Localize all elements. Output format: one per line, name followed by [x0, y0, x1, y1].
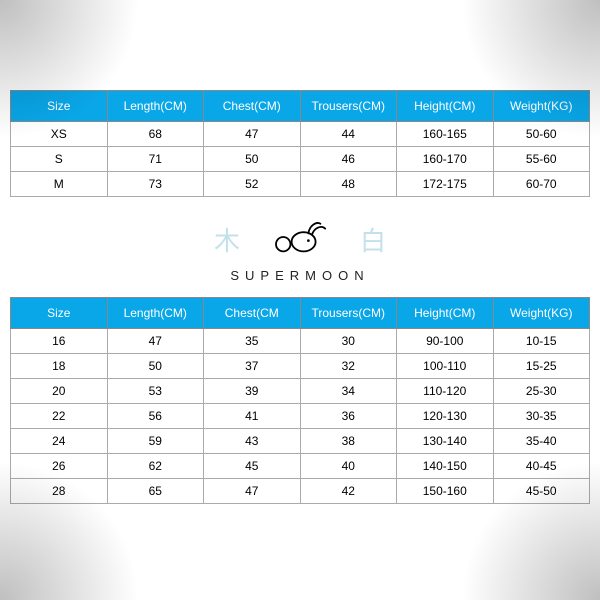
- table-cell: 35-40: [493, 429, 590, 454]
- table-cell: 16: [11, 329, 108, 354]
- cjk-right-char: 白: [360, 221, 386, 258]
- table-cell: 50-60: [493, 122, 590, 147]
- table-cell: 60-70: [493, 172, 590, 197]
- table-cell: 22: [11, 404, 108, 429]
- table-cell: 30-35: [493, 404, 590, 429]
- table-cell: 41: [204, 404, 301, 429]
- bunny-icon: [270, 219, 330, 260]
- table-cell: 48: [300, 172, 397, 197]
- table-cell: 53: [107, 379, 204, 404]
- table-cell: 35: [204, 329, 301, 354]
- adult-size-table: Size Length(CM) Chest(CM) Trousers(CM) H…: [10, 90, 590, 197]
- table-row: 22564136120-13030-35: [11, 404, 590, 429]
- table-cell: 30: [300, 329, 397, 354]
- table-cell: 68: [107, 122, 204, 147]
- table-cell: 32: [300, 354, 397, 379]
- table-cell: 38: [300, 429, 397, 454]
- col-weight: Weight(KG): [493, 298, 590, 329]
- col-trousers: Trousers(CM): [300, 91, 397, 122]
- table-row: 18503732100-11015-25: [11, 354, 590, 379]
- table-cell: 43: [204, 429, 301, 454]
- table-cell: 10-15: [493, 329, 590, 354]
- table-cell: 15-25: [493, 354, 590, 379]
- table-row: 26624540140-15040-45: [11, 454, 590, 479]
- table-cell: 62: [107, 454, 204, 479]
- table-cell: 45: [204, 454, 301, 479]
- table-row: S715046160-17055-60: [11, 147, 590, 172]
- table-cell: 42: [300, 479, 397, 504]
- table-cell: 50: [107, 354, 204, 379]
- table-cell: 47: [107, 329, 204, 354]
- table-cell: 71: [107, 147, 204, 172]
- table-cell: 18: [11, 354, 108, 379]
- logo-row: 木 白: [10, 219, 590, 260]
- col-chest: Chest(CM: [204, 298, 301, 329]
- table-row: 1647353090-10010-15: [11, 329, 590, 354]
- table-row: 28654742150-16045-50: [11, 479, 590, 504]
- kids-size-table: Size Length(CM) Chest(CM Trousers(CM) He…: [10, 297, 590, 504]
- logo-block: 木 白 SUPERMOON: [10, 197, 590, 297]
- table-cell: 55-60: [493, 147, 590, 172]
- table-cell: 26: [11, 454, 108, 479]
- table-cell: 130-140: [397, 429, 494, 454]
- cjk-left-char: 木: [214, 221, 240, 258]
- table-cell: 37: [204, 354, 301, 379]
- table-cell: 45-50: [493, 479, 590, 504]
- table-cell: 40-45: [493, 454, 590, 479]
- table-cell: 50: [204, 147, 301, 172]
- table-cell: 59: [107, 429, 204, 454]
- table-cell: 110-120: [397, 379, 494, 404]
- table-cell: 150-160: [397, 479, 494, 504]
- table-cell: 24: [11, 429, 108, 454]
- kids-table-body: 1647353090-10010-1518503732100-11015-252…: [11, 329, 590, 504]
- col-length: Length(CM): [107, 298, 204, 329]
- table-row: 24594338130-14035-40: [11, 429, 590, 454]
- table-header-row: Size Length(CM) Chest(CM) Trousers(CM) H…: [11, 91, 590, 122]
- brand-text: SUPERMOON: [10, 268, 590, 283]
- table-cell: 172-175: [397, 172, 494, 197]
- adult-table-body: XS684744160-16550-60S715046160-17055-60M…: [11, 122, 590, 197]
- table-cell: 56: [107, 404, 204, 429]
- table-cell: 100-110: [397, 354, 494, 379]
- table-cell: 25-30: [493, 379, 590, 404]
- top-spacer: [10, 10, 590, 90]
- table-row: XS684744160-16550-60: [11, 122, 590, 147]
- table-cell: 90-100: [397, 329, 494, 354]
- table-cell: M: [11, 172, 108, 197]
- col-size: Size: [11, 91, 108, 122]
- col-weight: Weight(KG): [493, 91, 590, 122]
- table-cell: 44: [300, 122, 397, 147]
- col-chest: Chest(CM): [204, 91, 301, 122]
- table-cell: 120-130: [397, 404, 494, 429]
- table-cell: 140-150: [397, 454, 494, 479]
- table-header-row: Size Length(CM) Chest(CM Trousers(CM) He…: [11, 298, 590, 329]
- table-cell: XS: [11, 122, 108, 147]
- table-cell: 36: [300, 404, 397, 429]
- col-height: Height(CM): [397, 298, 494, 329]
- col-length: Length(CM): [107, 91, 204, 122]
- table-cell: 160-165: [397, 122, 494, 147]
- table-cell: 73: [107, 172, 204, 197]
- table-cell: 39: [204, 379, 301, 404]
- table-cell: 47: [204, 122, 301, 147]
- table-cell: 34: [300, 379, 397, 404]
- table-cell: 46: [300, 147, 397, 172]
- table-row: 20533934110-12025-30: [11, 379, 590, 404]
- table-cell: 65: [107, 479, 204, 504]
- table-cell: 47: [204, 479, 301, 504]
- table-row: M735248172-17560-70: [11, 172, 590, 197]
- table-cell: 28: [11, 479, 108, 504]
- col-trousers: Trousers(CM): [300, 298, 397, 329]
- table-cell: 160-170: [397, 147, 494, 172]
- table-cell: 52: [204, 172, 301, 197]
- table-cell: 40: [300, 454, 397, 479]
- col-size: Size: [11, 298, 108, 329]
- table-cell: 20: [11, 379, 108, 404]
- table-cell: S: [11, 147, 108, 172]
- col-height: Height(CM): [397, 91, 494, 122]
